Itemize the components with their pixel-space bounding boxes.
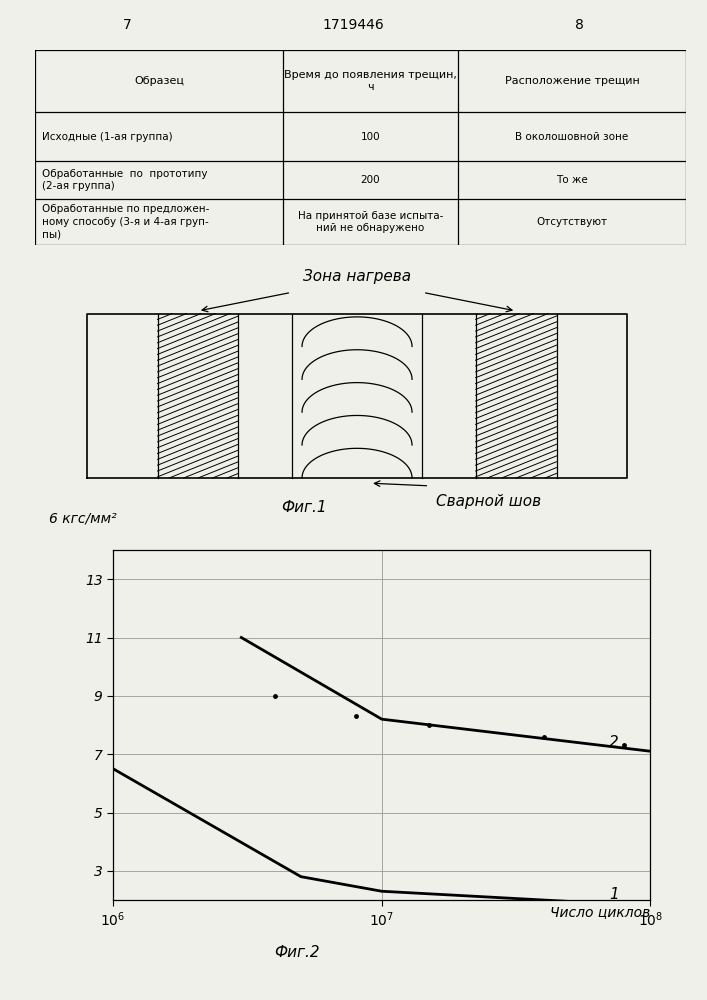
Text: Число циклов: Число циклов	[550, 905, 650, 919]
Text: 6 кгс/мм²: 6 кгс/мм²	[49, 511, 117, 525]
Text: Расположение трещин: Расположение трещин	[505, 76, 639, 86]
Text: Обработанные по предложен-
ному способу (3-я и 4-ая груп-
пы): Обработанные по предложен- ному способу …	[42, 204, 209, 239]
Text: Фиг.2: Фиг.2	[274, 945, 320, 960]
Text: Образец: Образец	[134, 76, 184, 86]
Text: Фиг.1: Фиг.1	[281, 500, 327, 515]
Text: Сварной шов: Сварной шов	[436, 494, 541, 509]
Text: 2: 2	[609, 735, 619, 750]
Text: 1: 1	[609, 887, 619, 902]
Text: 100: 100	[361, 132, 380, 142]
Text: Время до появления трещин,
ч: Время до появления трещин, ч	[284, 70, 457, 92]
Text: Исходные (1-ая группа): Исходные (1-ая группа)	[42, 132, 173, 142]
Text: Зона нагрева: Зона нагрева	[303, 269, 411, 284]
Text: Отсутствуют: Отсутствуют	[537, 217, 607, 227]
Text: То же: То же	[556, 175, 588, 185]
Text: В околошовной зоне: В околошовной зоне	[515, 132, 629, 142]
Text: 1719446: 1719446	[322, 18, 385, 32]
Text: 8: 8	[575, 18, 584, 32]
Text: На принятой базе испыта-
ний не обнаружено: На принятой базе испыта- ний не обнаруже…	[298, 211, 443, 233]
Text: 200: 200	[361, 175, 380, 185]
Text: Обработанные  по  прототипу
(2-ая группа): Обработанные по прототипу (2-ая группа)	[42, 169, 207, 191]
Text: 7: 7	[123, 18, 132, 32]
